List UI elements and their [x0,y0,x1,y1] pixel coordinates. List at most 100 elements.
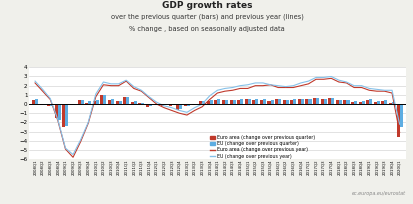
Bar [320,99,323,104]
Bar [316,98,318,104]
Bar [278,99,280,104]
Bar [85,103,88,104]
Text: % change , based on seasonally adjusted data: % change , based on seasonally adjusted … [129,26,284,31]
Bar [169,104,171,106]
Bar [346,100,349,104]
Bar [305,99,308,104]
Bar [138,103,141,104]
Bar [224,100,228,104]
Bar [35,99,38,104]
Bar [353,101,356,104]
Bar [262,99,265,104]
Bar [270,100,273,104]
Bar [111,99,114,104]
Bar [391,102,394,104]
Bar [217,99,220,104]
Bar [88,101,91,104]
Bar [214,100,217,104]
Bar [133,101,137,104]
Bar [399,104,402,127]
Bar [183,104,187,106]
Bar [77,100,81,104]
Bar [330,98,334,104]
Bar [62,104,65,127]
Bar [376,101,379,104]
Bar [131,102,133,104]
Bar [312,98,316,104]
Bar [396,104,399,137]
Bar [164,104,167,105]
Bar [335,100,338,104]
Bar [338,100,341,104]
Bar [199,101,202,104]
Bar [58,104,61,120]
Bar [252,100,255,104]
Bar [237,100,240,104]
Bar [191,104,194,105]
Bar [232,100,235,104]
Bar [171,104,174,105]
Bar [179,104,182,109]
Text: ec.europa.eu/eurostat: ec.europa.eu/eurostat [351,191,405,196]
Bar [292,99,296,104]
Bar [103,95,106,104]
Bar [259,100,262,104]
Bar [380,101,384,104]
Bar [328,98,330,104]
Text: GDP growth rates: GDP growth rates [161,1,252,10]
Bar [100,95,103,104]
Bar [368,99,371,104]
Bar [384,100,387,104]
Bar [73,104,76,105]
Bar [282,100,285,104]
Bar [300,99,303,104]
Bar [149,104,152,106]
Legend: Euro area (change over previous quarter), EU (change over previous quarter), Eur: Euro area (change over previous quarter)… [209,135,315,159]
Bar [323,99,326,104]
Bar [108,100,111,104]
Bar [95,100,99,104]
Bar [267,101,270,104]
Bar [358,102,361,104]
Bar [229,100,232,104]
Bar [247,99,250,104]
Bar [40,104,43,105]
Bar [366,100,368,104]
Bar [297,99,300,104]
Bar [141,103,144,104]
Bar [373,102,376,104]
Bar [43,104,45,105]
Bar [70,104,73,105]
Bar [47,104,50,106]
Bar [153,104,156,105]
Bar [343,100,346,104]
Bar [126,97,129,104]
Bar [206,101,209,104]
Bar [32,100,35,104]
Bar [115,101,118,104]
Bar [50,104,53,106]
Bar [308,99,311,104]
Bar [118,101,121,104]
Bar [209,100,212,104]
Bar [65,104,68,126]
Bar [221,100,224,104]
Bar [187,104,190,106]
Bar [274,99,278,104]
Bar [161,104,164,106]
Bar [350,102,353,104]
Bar [81,100,83,104]
Bar [388,103,391,104]
Bar [202,101,205,104]
Bar [146,104,149,107]
Bar [361,101,364,104]
Text: over the previous quarter (bars) and previous year (lines): over the previous quarter (bars) and pre… [110,13,303,20]
Bar [93,101,95,104]
Bar [290,100,292,104]
Bar [240,99,242,104]
Bar [285,100,288,104]
Bar [244,99,247,104]
Bar [255,99,258,104]
Bar [176,104,179,110]
Bar [123,97,126,104]
